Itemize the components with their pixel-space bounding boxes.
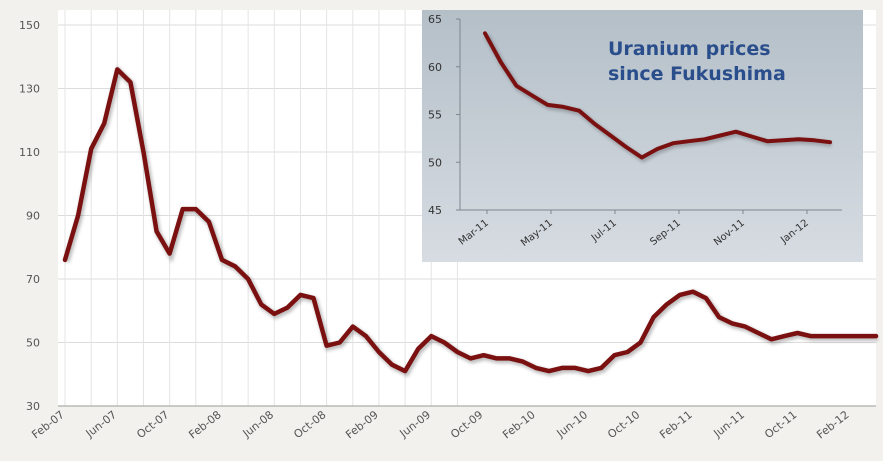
inset-y-tick-label: 55 — [428, 109, 442, 122]
main-x-tick-label: Feb-10 — [500, 408, 538, 441]
main-x-axis: Feb-07 Jun-07 Oct-07 Feb-08 Jun-08 Oct-08 Feb-… — [29, 405, 876, 441]
main-x-tick-label: Jun-07 — [83, 408, 119, 441]
inset-y-tick-label: 50 — [428, 156, 442, 169]
inset-y-axis: 45 50 55 60 65 — [428, 13, 442, 217]
main-y-tick-label: 150 — [19, 19, 40, 32]
main-y-tick-label: 110 — [19, 146, 40, 159]
main-x-tick-label: Feb-09 — [343, 408, 381, 441]
main-series-line — [62, 67, 879, 374]
inset-series — [483, 31, 832, 163]
main-x-tick-label: Feb-12 — [814, 408, 852, 441]
main-x-tick-label: Jun-08 — [240, 408, 276, 441]
inset-series-line — [483, 31, 832, 160]
main-y-axis: 30 50 70 90 110 130 150 — [19, 19, 40, 413]
main-x-tick-label: Jun-09 — [397, 408, 433, 441]
inset-y-tick-label: 65 — [428, 13, 442, 26]
main-y-tick-label: 70 — [26, 273, 40, 286]
main-x-tick-label: Oct-07 — [134, 408, 171, 441]
main-x-tick-label: Oct-11 — [762, 408, 799, 441]
main-x-tick-label: Feb-08 — [186, 408, 224, 441]
main-x-tick-label: Jun-11 — [711, 408, 747, 441]
main-x-tick-label: Oct-10 — [605, 408, 642, 441]
main-y-tick-label: 130 — [19, 83, 40, 96]
inset-y-tick-label: 45 — [428, 204, 442, 217]
inset-y-tick-label: 60 — [428, 61, 442, 74]
main-y-tick-label: 30 — [26, 400, 40, 413]
main-x-tick-label: Oct-09 — [448, 408, 485, 441]
main-x-tick-label: Feb-11 — [657, 408, 695, 441]
inset-chart-title-line-1: Uranium prices — [608, 38, 771, 60]
inset-axes — [456, 18, 842, 214]
main-series — [62, 65, 879, 378]
main-y-tick-label: 50 — [26, 337, 40, 350]
inset-chart-title-line-2: since Fukushima — [608, 63, 786, 85]
main-x-tick-label: Feb-07 — [29, 408, 67, 441]
main-x-tick-label: Jun-10 — [554, 408, 590, 441]
main-x-tick-label: Oct-08 — [291, 408, 328, 441]
main-y-tick-label: 90 — [26, 210, 40, 223]
